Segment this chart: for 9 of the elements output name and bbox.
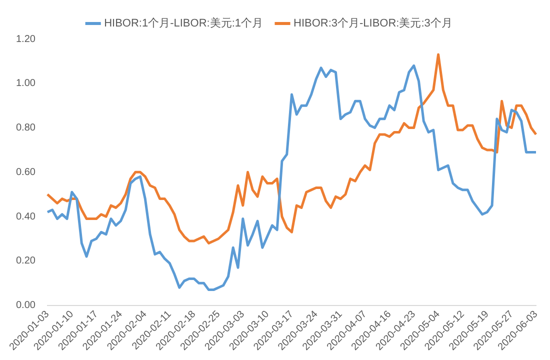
y-tick-label: 0.40 [16, 211, 36, 222]
y-tick-label: 0.60 [16, 166, 36, 178]
legend-label: HIBOR:1个月-LIBOR:美元:1个月 [104, 16, 264, 30]
y-tick-label: 1.00 [16, 78, 36, 90]
y-tick-label: 1.20 [16, 34, 36, 45]
y-tick-label: 0.80 [16, 122, 36, 134]
legend-label: HIBOR:3个月-LIBOR:美元:3个月 [294, 16, 452, 30]
y-tick-label: 0.20 [16, 256, 36, 267]
y-tick-label: 0.00 [16, 300, 36, 312]
